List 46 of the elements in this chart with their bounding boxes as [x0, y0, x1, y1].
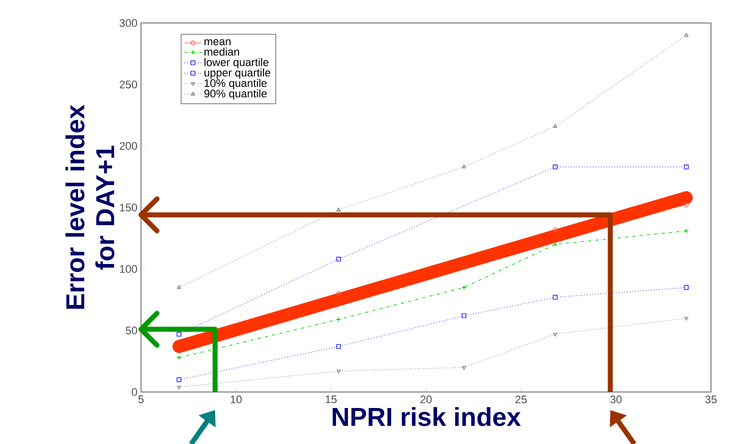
point	[176, 386, 182, 390]
point	[336, 208, 341, 212]
y-tick-label: 300	[120, 19, 138, 27]
x-tick-label: 10	[230, 396, 242, 404]
point	[176, 377, 182, 382]
y-axis-title: Error level index for DAY+1	[65, 104, 114, 309]
y-tick-label: 100	[120, 265, 138, 273]
point	[553, 124, 558, 128]
point	[462, 164, 466, 168]
point	[552, 294, 558, 300]
point	[684, 32, 688, 37]
point	[462, 366, 466, 370]
y-tick-label: 250	[120, 80, 138, 88]
legend-label: 90% quantile	[204, 89, 267, 100]
x-tick-label: 5	[138, 396, 144, 404]
y-tick-label: 50	[126, 326, 138, 334]
x-tick-label: 20	[420, 396, 432, 404]
x-tick-label: 15	[326, 396, 337, 404]
point	[336, 344, 341, 349]
point	[176, 285, 182, 289]
legend-label: median	[204, 48, 240, 56]
x-axis-title: NPRI risk index	[332, 407, 521, 426]
point	[462, 285, 466, 290]
y-tick-label: 0	[132, 388, 138, 396]
x-tick-label: 25	[515, 396, 527, 404]
line-series	[176, 285, 689, 382]
legend-label: upper quartile	[204, 68, 270, 79]
point	[176, 355, 182, 360]
point	[176, 332, 182, 337]
x-tick-label: 30	[610, 396, 622, 404]
point	[553, 332, 558, 337]
point	[552, 164, 558, 170]
legend-label: lower quartile	[204, 58, 268, 68]
legend-label: 10% quantile	[204, 78, 267, 90]
y-tick-label: 150	[120, 204, 138, 212]
point	[336, 317, 341, 322]
x-tick-label: 35	[705, 396, 717, 404]
point	[336, 256, 341, 262]
legend-label: mean	[204, 39, 230, 46]
point	[684, 285, 689, 290]
point	[684, 164, 689, 170]
point	[684, 316, 688, 321]
point	[462, 313, 466, 318]
point	[552, 227, 558, 232]
point	[336, 370, 341, 374]
y-tick-label: 200	[120, 142, 138, 150]
